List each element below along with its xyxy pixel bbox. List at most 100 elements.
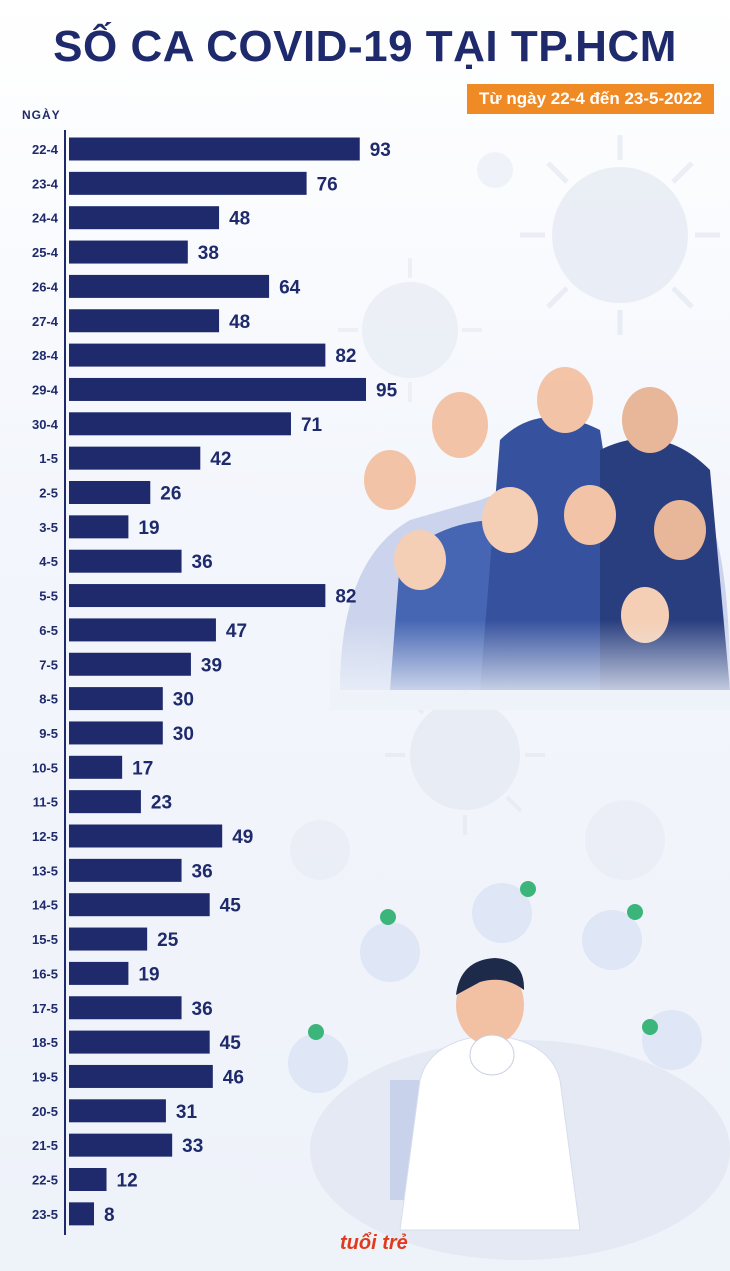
- bar: [69, 618, 216, 642]
- category-label: 27-4: [32, 314, 59, 329]
- category-label: 28-4: [32, 348, 59, 363]
- category-label: 10-5: [32, 760, 58, 775]
- bar: [69, 687, 163, 711]
- category-label: 12-5: [32, 829, 58, 844]
- category-label: 18-5: [32, 1035, 58, 1050]
- bar: [69, 1202, 95, 1226]
- category-label: 14-5: [32, 898, 58, 913]
- data-label: 47: [226, 621, 247, 642]
- category-label: 23-4: [32, 176, 59, 191]
- category-label: 17-5: [32, 1001, 58, 1016]
- virus-icon: [338, 258, 482, 402]
- data-label: 30: [173, 724, 194, 745]
- date-range-badge: Từ ngày 22-4 đến 23-5-2022: [466, 84, 714, 114]
- bar: [69, 206, 220, 230]
- brand-logo: tuổi trẻ: [340, 1232, 408, 1254]
- bar: [69, 343, 326, 367]
- data-label: 48: [229, 312, 250, 333]
- bar: [69, 721, 163, 745]
- category-label: 1-5: [39, 451, 58, 466]
- bar: [69, 240, 188, 264]
- doctor-illustration: [288, 881, 730, 1260]
- category-label: 8-5: [39, 692, 58, 707]
- data-label: 8: [104, 1205, 115, 1226]
- bar: [69, 858, 182, 882]
- bar: [69, 1099, 166, 1123]
- category-label: 7-5: [39, 657, 58, 672]
- y-axis-title: NGÀY: [22, 108, 61, 122]
- data-label: 23: [151, 793, 172, 814]
- bar: [69, 755, 123, 779]
- data-label: 25: [157, 930, 179, 951]
- bar: [69, 1133, 173, 1157]
- data-label: 31: [176, 1102, 198, 1123]
- bar: [69, 927, 148, 951]
- bar: [69, 274, 270, 298]
- data-label: 45: [220, 1033, 242, 1054]
- data-label: 17: [132, 758, 153, 779]
- data-label: 39: [201, 655, 222, 676]
- bar: [69, 377, 366, 401]
- data-label: 46: [223, 1067, 244, 1088]
- category-label: 13-5: [32, 863, 58, 878]
- data-label: 64: [279, 277, 301, 298]
- bar: [69, 790, 141, 814]
- bar: [69, 1030, 210, 1054]
- data-label: 93: [370, 140, 391, 161]
- data-label: 33: [182, 1136, 203, 1157]
- category-label: 19-5: [32, 1069, 58, 1084]
- data-label: 82: [335, 587, 356, 608]
- data-label: 42: [210, 449, 231, 470]
- data-label: 19: [138, 964, 159, 985]
- data-label: 12: [117, 1171, 138, 1192]
- data-label: 36: [192, 999, 213, 1020]
- category-label: 23-5: [32, 1207, 58, 1222]
- data-label: 26: [160, 484, 181, 505]
- category-label: 30-4: [32, 417, 59, 432]
- category-label: 9-5: [39, 726, 58, 741]
- category-label: 29-4: [32, 382, 59, 397]
- bar: [69, 1168, 107, 1191]
- virus-icon: [520, 135, 720, 335]
- category-label: 21-5: [32, 1138, 58, 1153]
- bar: [69, 893, 210, 917]
- bar: [69, 652, 191, 676]
- data-label: 49: [232, 827, 253, 848]
- data-label: 71: [301, 415, 323, 436]
- bar: [69, 584, 326, 608]
- category-label: 15-5: [32, 932, 58, 947]
- data-label: 82: [335, 346, 356, 367]
- page-title: SỐ CA COVID-19 TẠI TP.HCM: [53, 22, 677, 71]
- category-label: 22-4: [32, 142, 59, 157]
- category-label: 20-5: [32, 1104, 58, 1119]
- category-label: 3-5: [39, 520, 58, 535]
- bar: [69, 137, 360, 161]
- data-label: 95: [376, 380, 398, 401]
- bar: [69, 309, 220, 333]
- bar: [69, 446, 201, 470]
- y-axis-line: [64, 130, 66, 1235]
- category-label: 16-5: [32, 966, 58, 981]
- data-label: 45: [220, 896, 242, 917]
- bar: [69, 824, 223, 848]
- bar: [69, 515, 129, 539]
- data-label: 30: [173, 690, 194, 711]
- category-label: 22-5: [32, 1173, 58, 1188]
- bar: [69, 996, 182, 1020]
- data-label: 36: [192, 861, 213, 882]
- category-label: 4-5: [39, 554, 58, 569]
- data-label: 76: [317, 174, 338, 195]
- virus-icon: [290, 152, 665, 880]
- category-label: 25-4: [32, 245, 59, 260]
- data-label: 48: [229, 209, 250, 230]
- bar: [69, 412, 291, 436]
- data-label: 19: [138, 518, 159, 539]
- category-label: 2-5: [39, 486, 58, 501]
- bar: [69, 171, 307, 195]
- data-label: 38: [198, 243, 219, 264]
- bar: [69, 549, 182, 573]
- bar: [69, 481, 151, 504]
- category-label: 5-5: [39, 589, 58, 604]
